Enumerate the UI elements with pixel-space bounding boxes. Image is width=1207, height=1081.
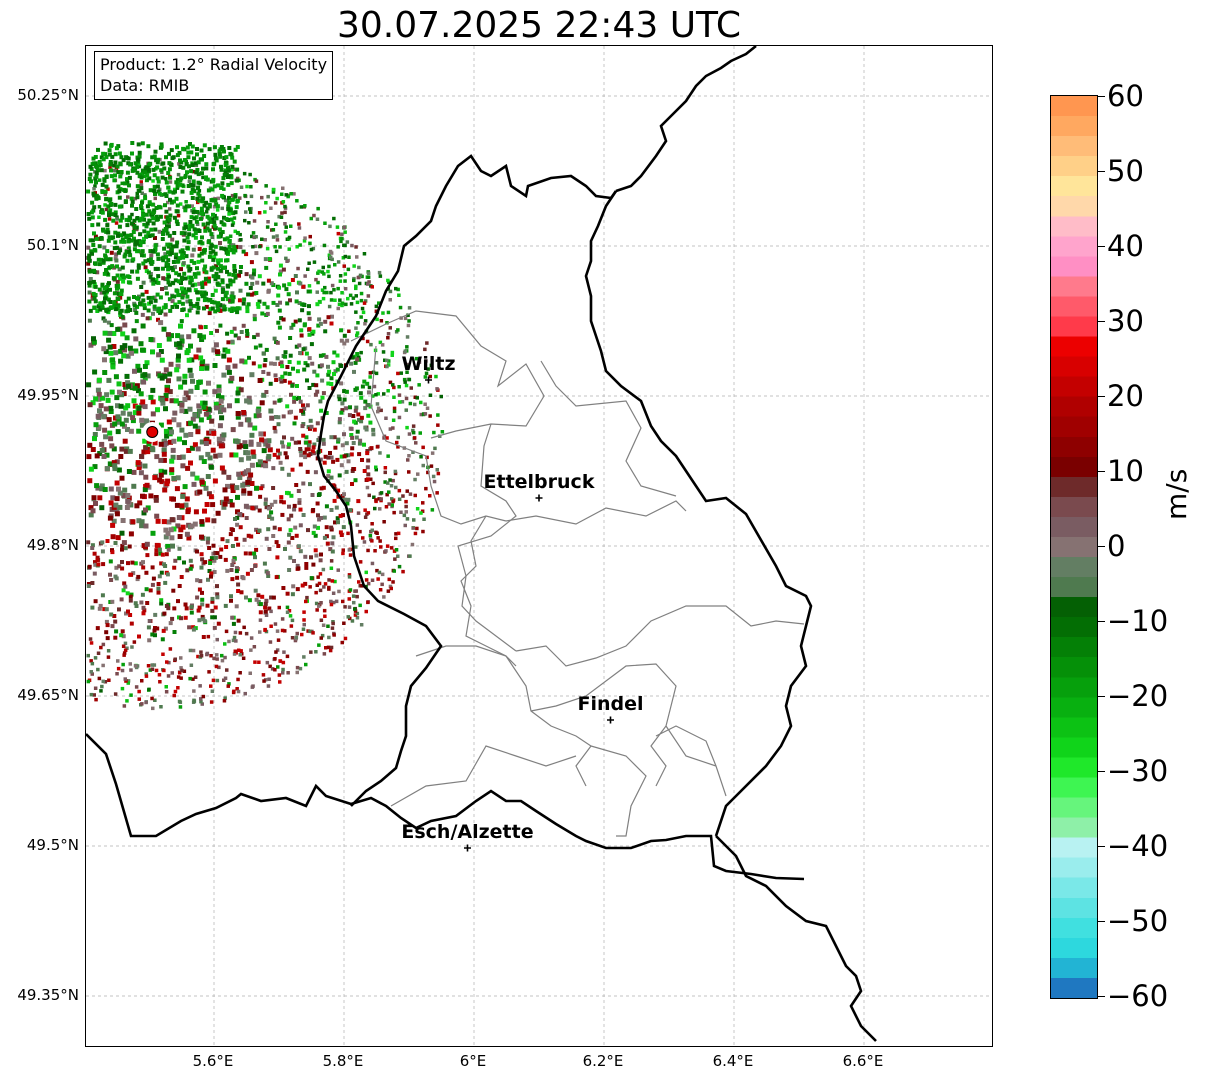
canton-boundary (457, 423, 517, 652)
lat-tick-label: 50.25°N (17, 86, 79, 104)
colorbar-tick-label: 40 (1107, 229, 1144, 263)
canton-boundary (515, 605, 805, 667)
colorbar-tick-label: 0 (1107, 529, 1126, 563)
canton-boundary (655, 725, 717, 767)
lon-tick-label: 6.4°E (712, 1052, 754, 1070)
canton-boundary (390, 745, 577, 807)
colorbar-tick-label: −10 (1107, 604, 1169, 638)
colorbar-tick (1097, 621, 1105, 622)
lon-tick-label: 5.6°E (192, 1052, 234, 1070)
product-label: Product: 1.2° Radial Velocity (100, 55, 328, 74)
map-title: 30.07.2025 22:43 UTC (336, 5, 742, 46)
colorbar-unit-label: m/s (1160, 468, 1193, 520)
colorbar-tick-label: 10 (1107, 454, 1144, 488)
lat-tick-label: 50.1°N (26, 236, 79, 254)
colorbar-tick (1097, 171, 1105, 172)
city-label: Esch/Alzette (401, 821, 533, 843)
product-info-box: Product: 1.2° Radial Velocity Data: RMIB (94, 51, 334, 100)
canton-boundary (530, 663, 727, 797)
colorbar-tick-label: −50 (1107, 904, 1169, 938)
colorbar-tick (1097, 246, 1105, 247)
colorbar-tick-label: 50 (1107, 154, 1144, 188)
canton-boundary (505, 500, 687, 525)
colorbar-tick (1097, 321, 1105, 322)
colorbar-tick (1097, 396, 1105, 397)
city-cross (464, 844, 471, 852)
city-label: Ettelbruck (484, 471, 595, 493)
city-label: Wiltz (401, 353, 455, 375)
border-germany-france (715, 835, 877, 1042)
colorbar-tick-label: 30 (1107, 304, 1144, 338)
velocity-colorbar (1050, 95, 1098, 999)
border-luxembourg-belgium (316, 154, 618, 807)
map-panel[interactable]: Wiltz Ettelbruck Findel Esch/Alzette (85, 45, 993, 1047)
city-marker: Findel (577, 693, 644, 724)
border-luxembourg-germany (584, 190, 813, 837)
colorbar-tick-label: −30 (1107, 754, 1169, 788)
lon-tick-label: 6.6°E (842, 1052, 884, 1070)
radar-map: Wiltz Ettelbruck Findel Esch/Alzette (86, 46, 992, 1046)
colorbar-tick-label: 60 (1107, 79, 1144, 113)
canton-boundary (460, 515, 592, 787)
city-cross (607, 716, 614, 724)
lon-tick-label: 6°E (459, 1052, 487, 1070)
city-marker: Esch/Alzette (401, 821, 534, 852)
lat-tick-label: 49.95°N (17, 386, 79, 404)
border-north (615, 46, 757, 193)
lon-tick-label: 6.2°E (582, 1052, 624, 1070)
lat-tick-label: 49.35°N (17, 986, 79, 1004)
colorbar-tick-label: 20 (1107, 379, 1144, 413)
city-cross (535, 494, 543, 502)
data-source-label: Data: RMIB (100, 76, 190, 95)
lat-tick-label: 49.65°N (17, 686, 79, 704)
canton-boundary (370, 345, 507, 525)
canton-boundary (540, 360, 677, 497)
colorbar-tick (1097, 771, 1105, 772)
radar-site-marker (142, 422, 163, 442)
colorbar-tick-label: −20 (1107, 679, 1169, 713)
lat-tick-label: 49.8°N (26, 536, 79, 554)
colorbar-tick-label: −40 (1107, 829, 1169, 863)
colorbar-tick (1097, 96, 1105, 97)
city-cross (425, 376, 432, 384)
colorbar-tick-label: −60 (1107, 979, 1169, 1013)
colorbar-tick (1097, 546, 1105, 547)
city-markers: Wiltz Ettelbruck Findel Esch/Alzette (401, 353, 644, 852)
radar-site-dot (146, 426, 159, 438)
colorbar-tick (1097, 696, 1105, 697)
colorbar-tick (1097, 471, 1105, 472)
lon-tick-label: 5.8°E (322, 1052, 364, 1070)
radar-echoes (86, 141, 445, 711)
city-marker: Wiltz (401, 353, 456, 384)
city-marker: Ettelbruck (484, 471, 595, 502)
canton-boundary (650, 725, 667, 787)
national-borders (86, 46, 877, 1042)
colorbar-tick (1097, 996, 1105, 997)
border-west-south (86, 733, 805, 881)
colorbar-tick (1097, 846, 1105, 847)
colorbar-tick (1097, 921, 1105, 922)
canton-boundary (590, 745, 647, 837)
city-label: Findel (577, 693, 643, 715)
lat-tick-label: 49.5°N (26, 836, 79, 854)
canton-boundaries (350, 310, 805, 837)
canton-boundary (415, 645, 517, 667)
